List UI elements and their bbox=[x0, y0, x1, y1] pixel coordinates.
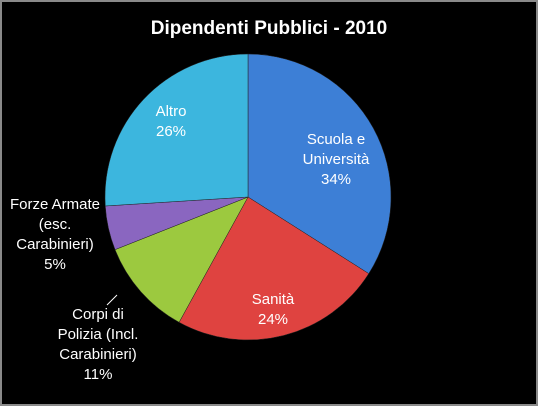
slice-label: Forze Armate (esc. Carabinieri) 5% bbox=[8, 195, 102, 275]
value-label: 24% bbox=[257, 311, 289, 328]
pie-slice bbox=[247, 53, 392, 274]
category-label: Forze Armate (esc. Carabinieri) bbox=[9, 196, 101, 253]
category-label: Sanità bbox=[251, 291, 295, 308]
pie-slice bbox=[104, 53, 249, 207]
category-label: Corpi di Polizia (Incl. Carabinieri) bbox=[57, 306, 139, 363]
slice-label: Scuola e Università 34% bbox=[290, 130, 382, 190]
value-label: 11% bbox=[83, 366, 113, 383]
slice-label: Altro 26% bbox=[136, 102, 206, 142]
category-label: Scuola e Università bbox=[302, 131, 370, 168]
slice-label: Corpi di Polizia (Incl. Carabinieri) 11% bbox=[48, 305, 148, 385]
value-label: 26% bbox=[155, 123, 187, 140]
value-label: 5% bbox=[44, 256, 66, 273]
pie-slice bbox=[178, 196, 370, 341]
slice-label: Sanità 24% bbox=[238, 290, 308, 330]
value-label: 34% bbox=[320, 171, 352, 188]
pie-slice bbox=[114, 196, 249, 323]
leader-line bbox=[106, 294, 118, 306]
category-label: Altro bbox=[155, 103, 187, 120]
chart-title: Dipendenti Pubblici - 2010 bbox=[151, 18, 388, 39]
